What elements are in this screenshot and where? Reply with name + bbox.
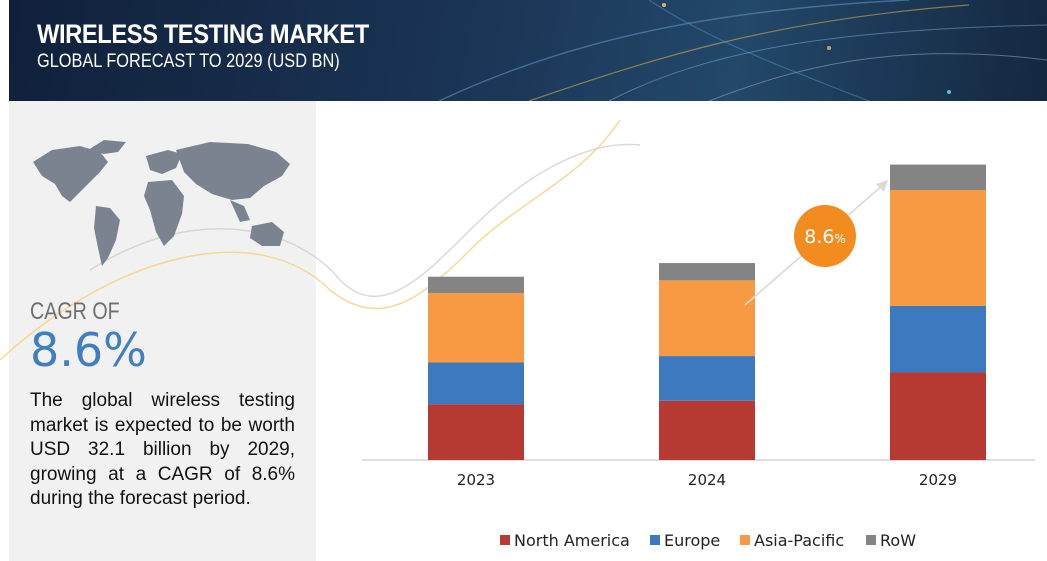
page-title: WIRELESS TESTING MARKET [37, 19, 369, 49]
bar-asia-pacific-2024 [659, 280, 755, 357]
svg-text:8.6%: 8.6% [804, 226, 846, 248]
cagr-label: CAGR OF [30, 298, 120, 325]
banner-decoration [438, 0, 1047, 101]
cagr-value: 8.6% [30, 323, 147, 377]
bar-row-2023 [428, 276, 524, 294]
bar-europe-2023 [428, 362, 524, 405]
decorative-swoosh [0, 119, 641, 361]
bar-europe-2029 [890, 305, 986, 373]
bar-asia-pacific-2023 [428, 293, 524, 363]
legend-label-north-america: North America [514, 531, 630, 550]
x-tick-label: 2029 [919, 471, 957, 489]
bar-row-2024 [659, 263, 755, 281]
x-tick-labels: 2023 2024 2029 [457, 471, 957, 489]
legend-swatch-asia-pacific [740, 535, 750, 545]
bar-north-america-2029 [890, 372, 986, 460]
bar-europe-2024 [659, 356, 755, 401]
badge-suffix: % [834, 232, 845, 246]
legend-swatch-europe [650, 535, 660, 545]
badge-value: 8.6 [804, 226, 834, 248]
legend-label-row: RoW [880, 531, 916, 550]
bar-asia-pacific-2029 [890, 190, 986, 306]
legend-swatch-north-america [500, 535, 510, 545]
bar-north-america-2024 [659, 400, 755, 460]
legend-swatch-row [866, 535, 876, 545]
summary-text: The global wireless testing market is ex… [30, 390, 295, 509]
x-tick-label: 2024 [688, 471, 726, 489]
x-tick-label: 2023 [457, 471, 495, 489]
legend-label-asia-pacific: Asia-Pacific [754, 531, 844, 550]
cagr-badge: 8.6% [794, 205, 856, 267]
legend: North America Europe Asia-Pacific RoW [500, 531, 916, 550]
world-map-icon [33, 140, 290, 266]
header-banner: WIRELESS TESTING MARKET GLOBAL FORECAST … [9, 0, 1047, 101]
page-subtitle: GLOBAL FORECAST TO 2029 (USD BN) [37, 51, 340, 72]
legend-label-europe: Europe [664, 531, 720, 550]
bar-series-group [428, 164, 986, 460]
bar-north-america-2023 [428, 404, 524, 460]
bar-row-2029 [890, 164, 986, 191]
